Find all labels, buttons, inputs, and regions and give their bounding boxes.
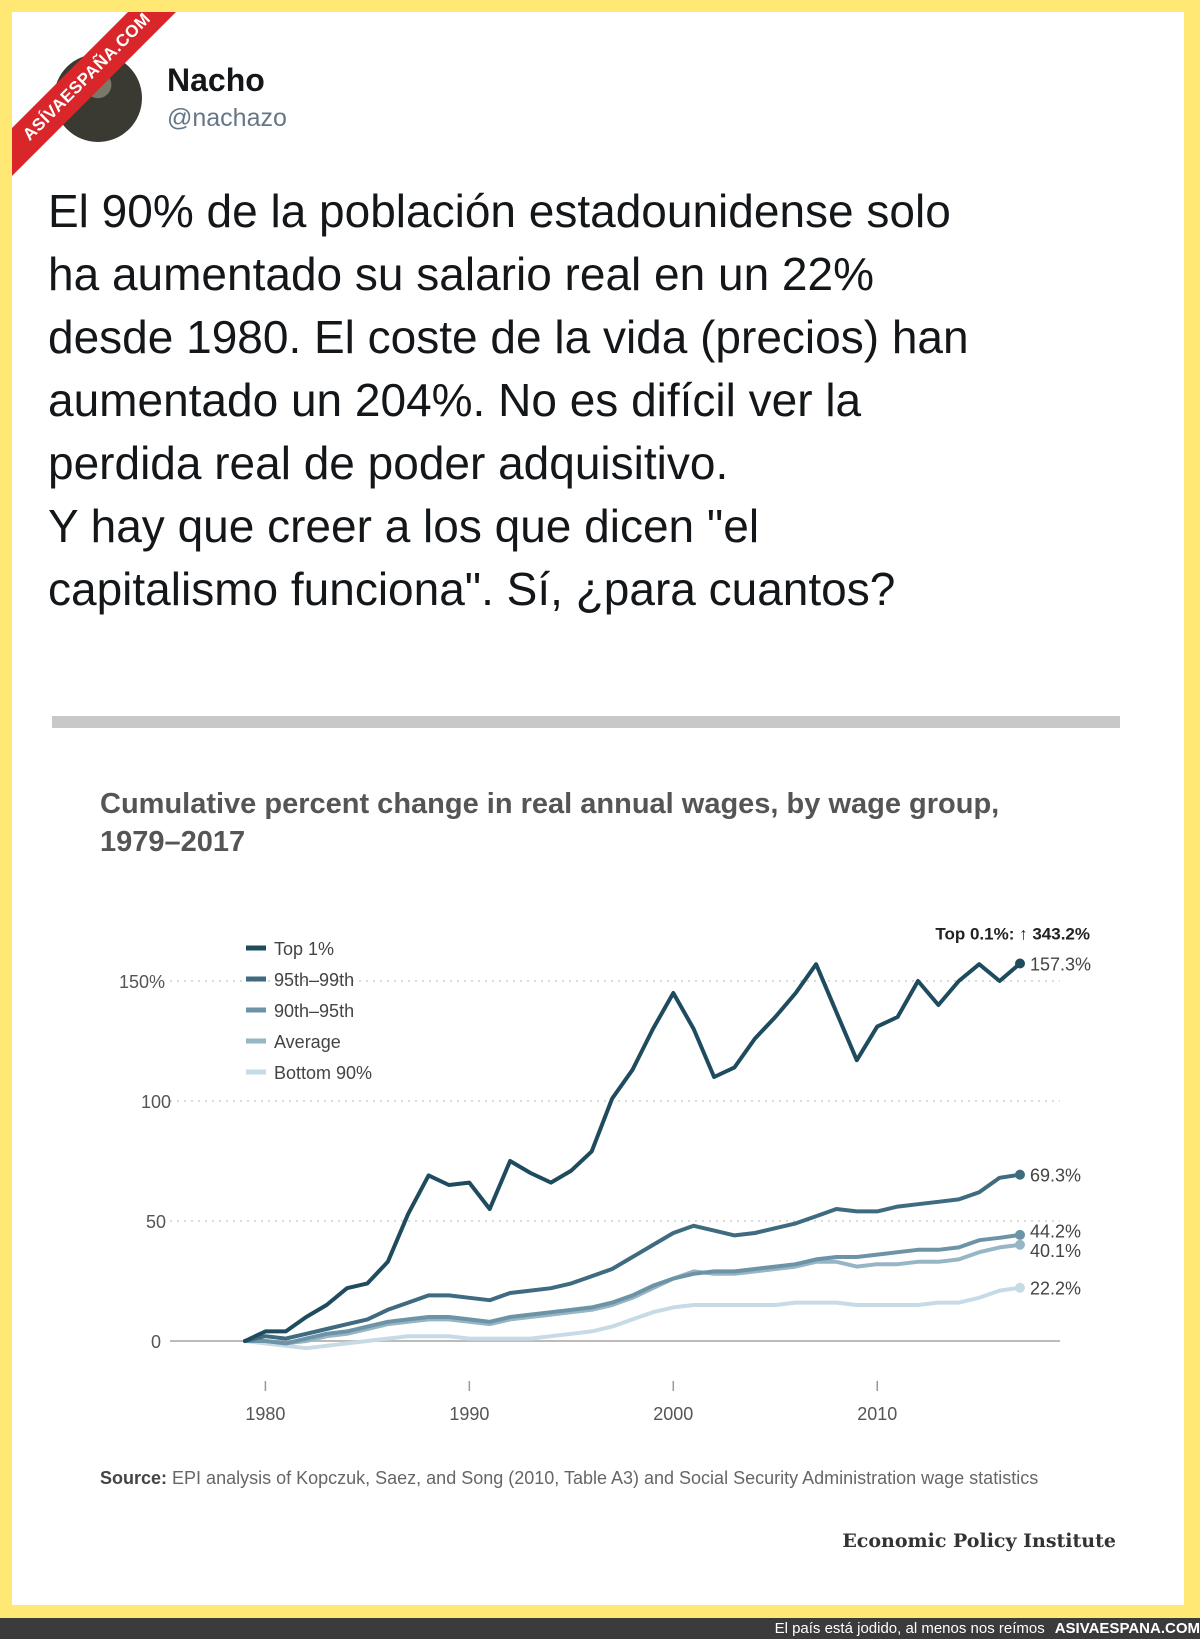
series-end-label: 69.3% [1030,1166,1081,1186]
series-end-point [1015,1282,1025,1293]
x-tick-label: 2010 [857,1404,897,1424]
legend-entry: Bottom 90% [274,1063,372,1083]
source-label: Source: [100,1468,168,1488]
x-tick-label: 2000 [653,1404,693,1424]
series-end-point [1015,1169,1025,1180]
series-line-top-1- [243,961,1022,1343]
series-end-label: 44.2% [1030,1222,1081,1242]
chart-source: Source: EPI analysis of Kopczuk, Saez, a… [100,1465,1100,1492]
y-tick-label: 100 [141,1092,171,1112]
series-end-point [1015,958,1025,969]
footer-caption: El país está jodido, al menos nos reímos [774,1620,1045,1637]
chart-top-rule [52,716,1120,728]
series-end-label: 22.2% [1030,1279,1081,1299]
legend-entry: 95th–99th [274,970,354,990]
x-tick-label: 1980 [245,1404,285,1424]
chart-title: Cumulative percent change in real annual… [100,788,1000,858]
series-end-label: 40.1% [1030,1241,1081,1261]
user-name[interactable]: Nacho [167,62,265,98]
legend-entry: 90th–95th [274,1001,354,1021]
y-tick-label: 50 [146,1212,166,1232]
publisher-brand: Economic Policy Institute [842,1530,1116,1552]
chart-panel [24,640,1152,1580]
footer-bar: El país está jodido, al menos nos reímos… [0,1618,1200,1639]
user-handle[interactable]: @nachazo [167,104,287,132]
source-text: EPI analysis of Kopczuk, Saez, and Song … [172,1468,1039,1488]
footer-site[interactable]: ASIVAESPANA.COM [1054,1620,1200,1637]
y-tick-label: 0 [151,1332,161,1352]
legend-entry: Average [274,1032,341,1052]
series-end-point [1015,1229,1025,1240]
series-end-point [1015,1239,1025,1250]
series-end-label: 157.3% [1030,954,1091,974]
x-tick-label: 1990 [449,1404,489,1424]
series-line-90th-95th [243,1232,1022,1346]
series-line-bottom-90- [243,1285,1022,1351]
y-tick-label: 150% [119,972,165,992]
tweet-text: El 90% de la población estadounidense so… [48,185,969,615]
series-line-average [243,1242,1022,1346]
top-0-1-annotation: Top 0.1%: ↑ 343.2% [935,924,1090,943]
series-line-95th-99th [243,1172,1022,1343]
legend-entry: Top 1% [274,939,334,959]
